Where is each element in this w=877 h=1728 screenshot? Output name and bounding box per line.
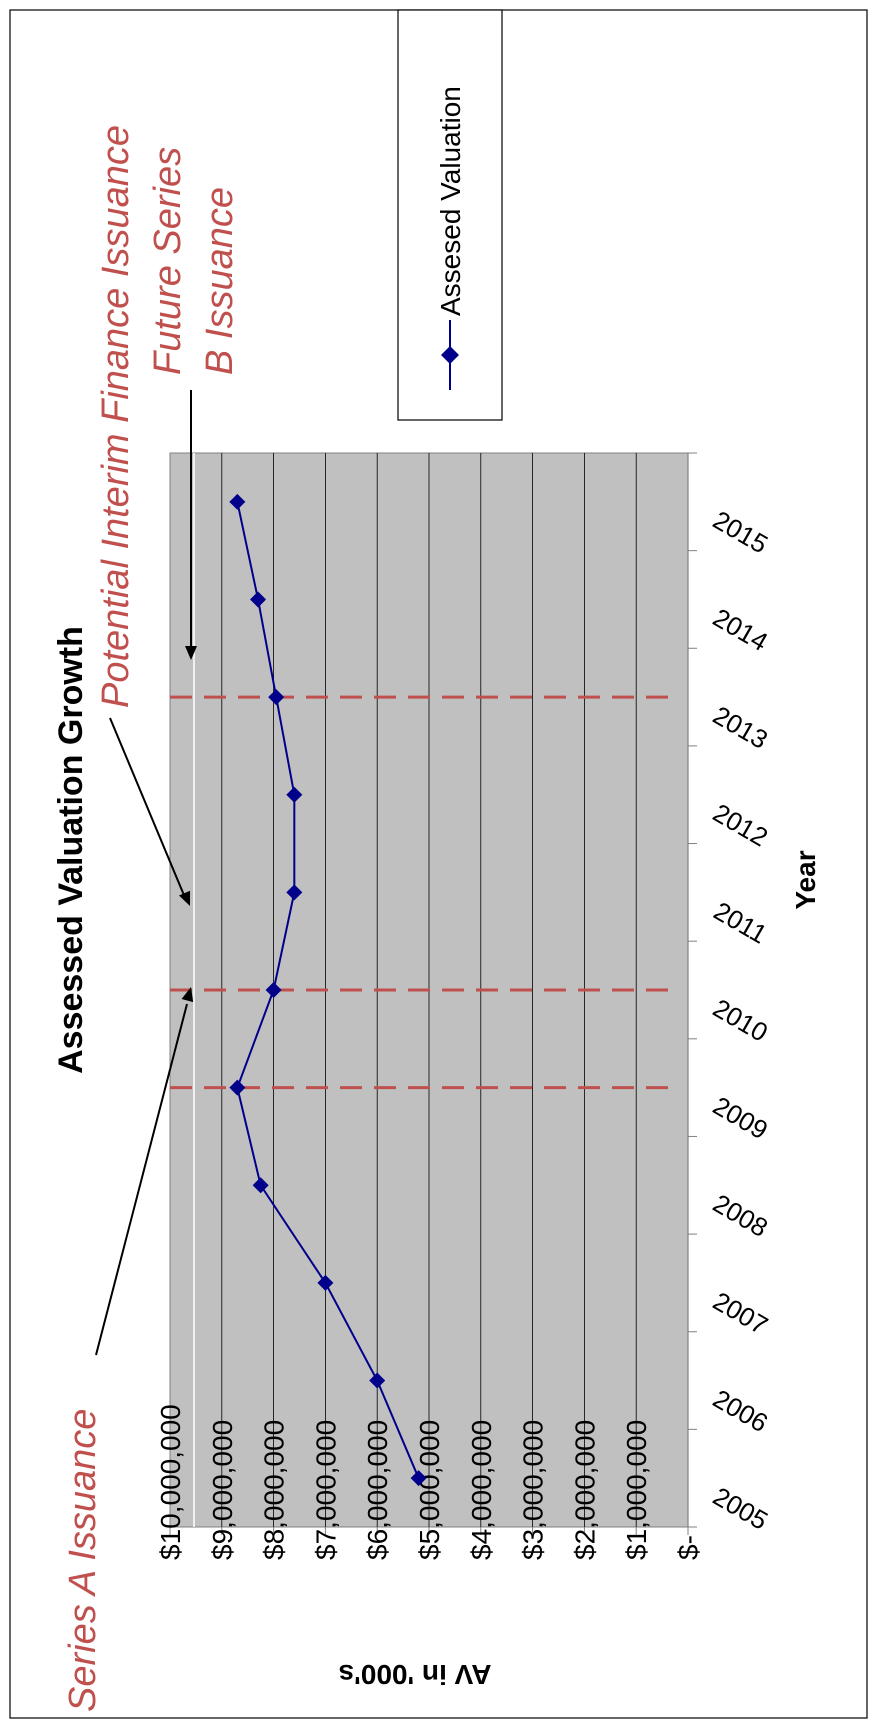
annotation-label: Series A Issuance xyxy=(62,1409,104,1712)
annotation-lines xyxy=(170,453,672,1527)
series-group xyxy=(229,493,427,1487)
data-point xyxy=(250,591,267,608)
y-tick-label: $- xyxy=(673,1535,704,1560)
data-point xyxy=(410,1470,427,1487)
y-tick-label: $8,000,000 xyxy=(259,1420,290,1560)
y-tick-label: $2,000,000 xyxy=(569,1420,600,1560)
y-axis: $- $1,000,000 $2,000,000 $3,000,000 $4,000,0… xyxy=(155,1404,704,1560)
legend: Assesed Valuation xyxy=(397,9,503,421)
y-tick-label: $5,000,000 xyxy=(414,1420,445,1560)
y-tick-label: $7,000,000 xyxy=(310,1420,341,1560)
y-axis-label: AV in '000's xyxy=(339,1659,492,1690)
data-point xyxy=(369,1372,386,1389)
legend-label: Assesed Valuation xyxy=(435,86,466,316)
y-tick-label: $9,000,000 xyxy=(207,1420,238,1560)
chart-title: Assessed Valuation Growth xyxy=(52,626,90,1074)
y-tick-label: $3,000,000 xyxy=(518,1420,549,1560)
annotation-label: Potential Interim Finance Issuance xyxy=(95,125,137,708)
data-point xyxy=(268,689,285,706)
y-tick-label: $6,000,000 xyxy=(362,1420,393,1560)
x-axis-label: Year xyxy=(790,850,821,909)
arrow-head xyxy=(179,890,191,906)
annotation-label: B Issuance xyxy=(199,187,241,375)
y-tick-label: $1,000,000 xyxy=(621,1420,652,1560)
annotation-arrow xyxy=(95,1003,188,1356)
arrow-head xyxy=(181,987,194,1003)
data-point xyxy=(286,884,303,901)
data-point xyxy=(286,786,303,803)
y-tick-label: $10,000,000 xyxy=(155,1404,186,1560)
data-point xyxy=(229,1079,246,1096)
annotation-arrow xyxy=(109,717,187,901)
data-point xyxy=(317,1274,334,1291)
annotations: Series A Issuance Potential Interim Finan… xyxy=(62,125,241,1712)
y-tick-label: $4,000,000 xyxy=(466,1420,497,1560)
legend-marker xyxy=(441,346,459,364)
data-point xyxy=(252,1177,269,1194)
data-point xyxy=(229,493,246,510)
data-point xyxy=(265,982,282,998)
annotation-label: Future Series xyxy=(147,147,189,375)
arrow-head xyxy=(185,646,197,660)
